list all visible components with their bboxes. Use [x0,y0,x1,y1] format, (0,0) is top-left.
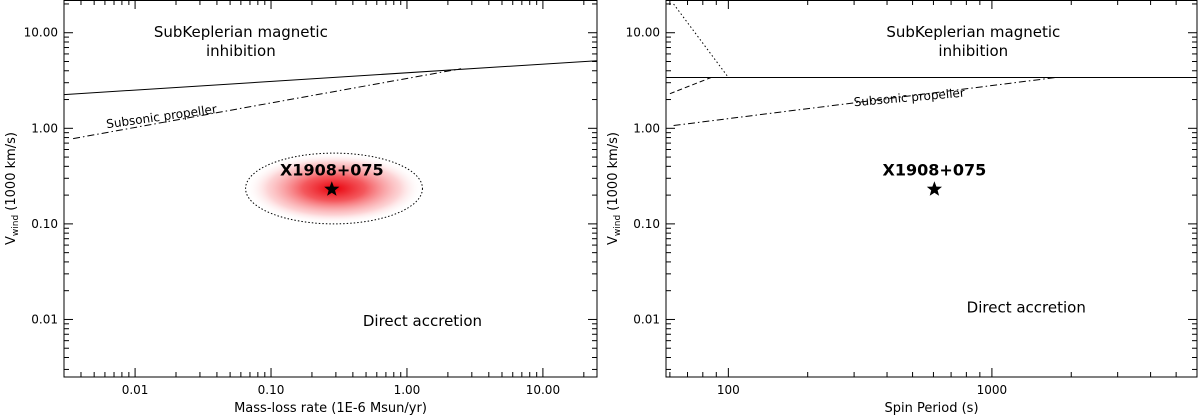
region-label: inhibition [938,42,1008,60]
y-tick-label: 0.01 [633,312,660,326]
source-label: X1908+075 [280,160,384,179]
y-axis-label: Vwind (1000 km/s) [4,132,21,245]
x-tick-label: 1000 [977,383,1008,397]
x-tick-label: 0.10 [258,383,285,397]
confidence-region-outline [245,152,423,225]
y-tick-label: 0.01 [31,312,58,326]
plot-frame [665,0,1198,378]
x-tick-label: 10.00 [526,383,560,397]
source-label: X1908+075 [883,160,987,179]
y-tick-label: 1.00 [31,121,58,135]
series-line-dotted [673,3,729,78]
y-tick-label: 0.10 [31,217,58,231]
x-tick-label: 1.00 [394,383,421,397]
series-line-dashdot [673,77,1057,126]
series-line-solid [64,60,597,96]
y-axis-label: Vwind (1000 km/s) [606,132,623,245]
right-panel-spin-period: 100 1000 0.01 0.10 1.00 10.00 Spin Period (s) V… [606,0,1198,416]
curve-label: Subsonic propeller [853,86,965,110]
data-point-star-icon [324,181,340,196]
x-axis-label: Spin Period (s) [884,401,978,416]
region-label: inhibition [206,42,276,60]
region-label: SubKeplerian magnetic [154,23,328,41]
series-line-dashed [669,77,712,95]
y-tick-label: 0.10 [633,217,660,231]
y-tick-label: 1.00 [633,121,660,135]
x-tick-label: 0.01 [122,383,149,397]
data-point-star-icon [926,181,942,196]
region-label: Direct accretion [363,312,482,330]
left-panel-mass-loss: 0.01 0.10 1.00 10.00 0.01 0.10 1.00 10.00 Mass-l… [4,0,598,416]
plot-frame [63,0,598,378]
region-label: Direct accretion [967,299,1086,317]
series-line-dashdot [73,68,462,140]
y-tick-label: 10.00 [626,26,660,40]
y-tick-label: 10.00 [24,26,58,40]
x-axis-label: Mass-loss rate (1E-6 Msun/yr) [234,401,427,416]
curve-label: Subsonic propeller [105,102,217,131]
region-label: SubKeplerian magnetic [886,23,1060,41]
x-tick-label: 100 [717,383,740,397]
